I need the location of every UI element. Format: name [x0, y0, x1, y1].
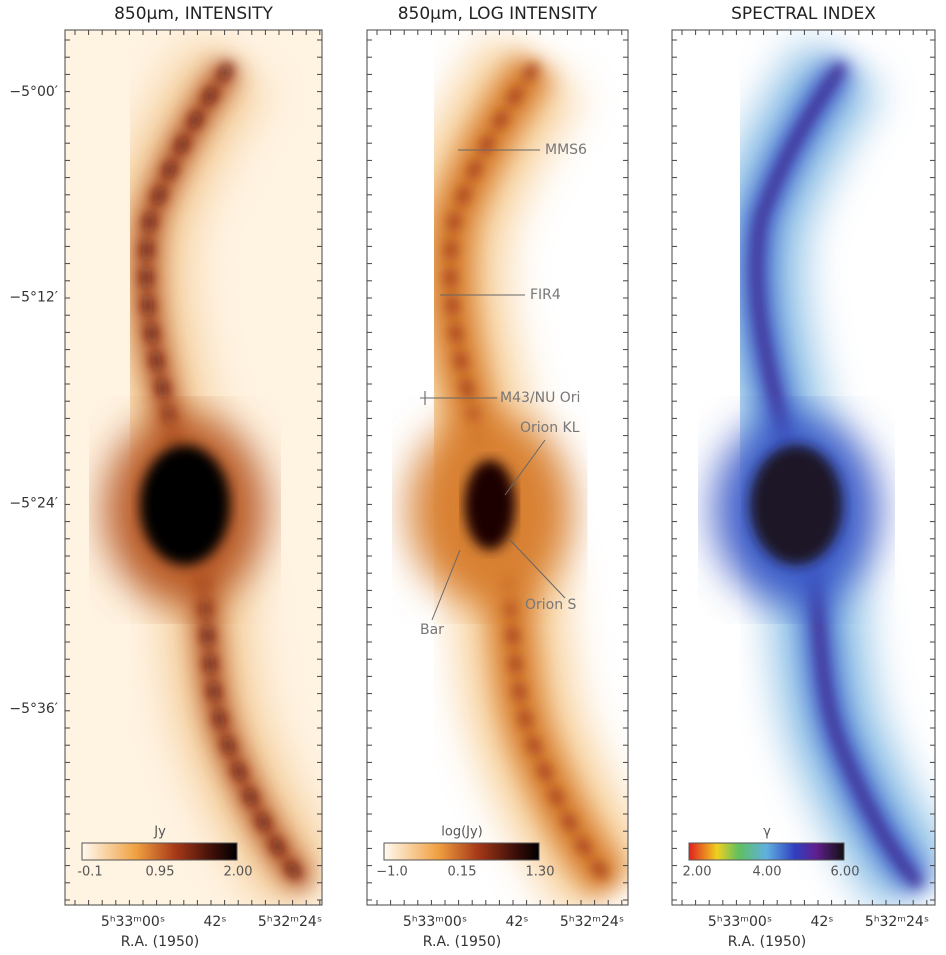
annotation: M43/NU Ori: [500, 390, 580, 406]
x-axis-label: R.A. (1950): [728, 934, 806, 950]
colorbar-label: log(Jy): [441, 825, 483, 840]
colorbar-tick: 2.00: [683, 865, 712, 880]
colorbar: [82, 843, 237, 860]
ra-label: 42ˢ: [810, 914, 833, 930]
dec-label: −5°12′: [9, 290, 58, 306]
colorbar-tick: −1.0: [376, 865, 408, 880]
panel-title: 850μm, LOG INTENSITY: [398, 4, 598, 24]
annotation: Bar: [420, 622, 444, 638]
colorbar: [689, 843, 844, 860]
annotation: Orion S: [525, 597, 577, 613]
colorbar-tick: 0.15: [448, 865, 477, 880]
colorbar-tick: 0.95: [146, 865, 175, 880]
annotation: FIR4: [530, 287, 561, 303]
colorbar-tick: 4.00: [753, 865, 782, 880]
ra-label: 5ʰ33ᵐ00ˢ: [101, 914, 165, 930]
ra-label: 42ˢ: [505, 914, 528, 930]
annotation: Orion KL: [520, 420, 580, 436]
ra-label: 5ʰ32ᵐ24ˢ: [258, 914, 322, 930]
ra-label: 5ʰ32ᵐ24ˢ: [865, 914, 929, 930]
figure: 850μm, INTENSITY −5°00′ −5°12′ −5°24′ −5°36′…: [0, 0, 946, 955]
colorbar-label: γ: [763, 825, 771, 840]
colorbar-tick: -0.1: [77, 865, 102, 880]
colorbar-tick: 6.00: [831, 865, 860, 880]
panel-title: SPECTRAL INDEX: [731, 4, 876, 24]
ra-label: 42ˢ: [203, 914, 226, 930]
ra-label: 5ʰ33ᵐ00ˢ: [708, 914, 772, 930]
dec-label: −5°24′: [9, 495, 58, 511]
dec-label: −5°36′: [9, 701, 58, 717]
core: [140, 445, 230, 565]
dec-label: −5°00′: [9, 84, 58, 100]
core: [464, 460, 515, 550]
annotation: MMS6: [545, 142, 587, 158]
panel-title: 850μm, INTENSITY: [114, 4, 273, 24]
ra-label: 5ʰ33ᵐ00ˢ: [403, 914, 467, 930]
colorbar-tick: 1.30: [526, 865, 555, 880]
colorbar-tick: 2.00: [224, 865, 253, 880]
colorbar-label: Jy: [153, 825, 166, 840]
x-axis-label: R.A. (1950): [423, 934, 501, 950]
x-axis-label: R.A. (1950): [121, 934, 199, 950]
ra-label: 5ʰ32ᵐ24ˢ: [560, 914, 624, 930]
core: [750, 445, 842, 565]
colorbar: [384, 843, 539, 860]
